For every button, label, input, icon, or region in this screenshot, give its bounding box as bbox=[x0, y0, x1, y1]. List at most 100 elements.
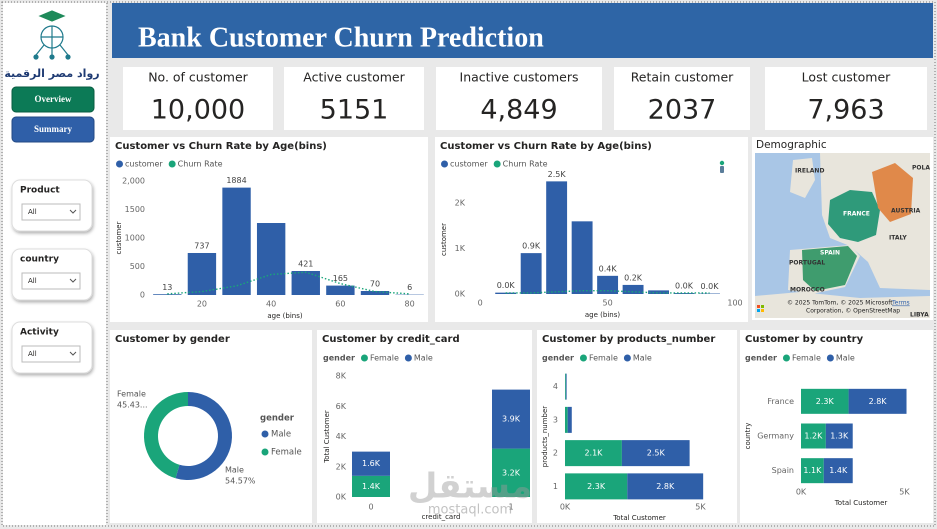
data-label: 2.1K bbox=[584, 449, 603, 458]
y-axis-label: customer bbox=[440, 223, 448, 256]
filter-dropdown[interactable] bbox=[21, 345, 81, 363]
y-tick-label: 2,000 bbox=[122, 177, 145, 186]
data-label: 1.4K bbox=[829, 466, 848, 475]
bar-segment bbox=[801, 423, 826, 449]
legend-swatch bbox=[116, 160, 123, 168]
summary-button-label[interactable]: Summary bbox=[34, 124, 72, 134]
y-axis-label: products_number bbox=[541, 406, 549, 468]
person-icon bbox=[720, 166, 724, 173]
map-panel: Demographic IRELAND POLA FRANCE AUSTRIA … bbox=[752, 137, 933, 320]
x-tick-label: 50 bbox=[603, 299, 613, 308]
y-tick-label: 3 bbox=[553, 415, 558, 424]
bar-segment bbox=[825, 423, 853, 449]
legend-title: gender bbox=[260, 414, 295, 424]
filter-value[interactable]: All bbox=[28, 277, 37, 285]
kpi-label: Active customer bbox=[303, 70, 405, 85]
slice-value: 54.57% bbox=[225, 477, 256, 486]
map-attribution: Corporation, © OpenStreetMap bbox=[806, 308, 900, 315]
legend-swatch bbox=[261, 430, 269, 438]
filters: Product All country All Activity All bbox=[11, 179, 93, 374]
data-label: 3.9K bbox=[502, 415, 521, 424]
x-axis-label: Total Customer bbox=[612, 514, 666, 522]
donut-slice bbox=[175, 392, 232, 480]
slice-label: Male bbox=[225, 466, 244, 475]
data-label: 1.6K bbox=[362, 459, 381, 468]
filter-label: Product bbox=[20, 186, 60, 196]
map-label: SPAIN bbox=[820, 250, 840, 257]
bar bbox=[673, 293, 695, 294]
legend-label: Male bbox=[271, 430, 291, 440]
y-tick-label: 8K bbox=[336, 372, 347, 381]
filter-dropdown[interactable] bbox=[21, 272, 81, 290]
watermark: mostaql.com bbox=[428, 503, 512, 518]
bar-segment bbox=[492, 448, 530, 497]
churn-line bbox=[167, 271, 410, 295]
summary-button[interactable] bbox=[11, 116, 95, 143]
bar bbox=[520, 253, 542, 294]
sidebar: رواد مصر الرقمية Overview Summary Produc… bbox=[3, 3, 106, 525]
data-label: 70 bbox=[370, 280, 380, 289]
overview-button-label[interactable]: Overview bbox=[35, 94, 72, 104]
map-terms[interactable]: Terms bbox=[891, 300, 910, 307]
ms-logo bbox=[757, 309, 760, 312]
data-label: 0.4K bbox=[599, 264, 618, 273]
dropdown-chevron bbox=[69, 209, 77, 214]
chart-title: Customer by credit_card bbox=[322, 334, 460, 345]
map-label: PORTUGAL bbox=[789, 260, 825, 267]
ms-logo bbox=[761, 309, 764, 312]
filter-value[interactable]: All bbox=[28, 208, 37, 216]
bar bbox=[222, 187, 251, 295]
data-label: 2.8K bbox=[869, 397, 888, 406]
kpi-value: 10,000 bbox=[151, 95, 245, 126]
watermark: مستقل bbox=[408, 467, 532, 507]
overview-button[interactable] bbox=[11, 86, 95, 113]
map-land bbox=[790, 158, 815, 198]
x-tick-label: 80 bbox=[405, 300, 415, 309]
bar bbox=[546, 181, 568, 294]
x-tick-label: 0K bbox=[796, 488, 807, 497]
map-region-germany bbox=[872, 163, 913, 222]
data-label: 0.9K bbox=[522, 242, 541, 251]
bar-segment bbox=[352, 451, 390, 476]
map-label: MOROCCO bbox=[790, 287, 825, 294]
ms-logo bbox=[761, 305, 764, 308]
x-tick-label: 20 bbox=[197, 300, 207, 309]
bar bbox=[571, 221, 593, 294]
bar-segment bbox=[801, 388, 849, 414]
kpi-label: Inactive customers bbox=[460, 70, 579, 85]
y-axis-label: Total Customer bbox=[323, 410, 331, 464]
legend-label: Churn Rate bbox=[503, 160, 548, 169]
data-label: 0.0K bbox=[701, 282, 720, 291]
legend-label: Male bbox=[836, 354, 855, 363]
donut-slice bbox=[143, 392, 188, 479]
y-tick-label: 500 bbox=[130, 262, 145, 271]
x-tick-label: 1 bbox=[508, 503, 513, 512]
bar bbox=[360, 291, 390, 295]
data-label: 1.1K bbox=[803, 466, 822, 475]
kpi-card bbox=[123, 67, 273, 130]
y-axis-label: country bbox=[744, 423, 752, 450]
y-tick-label: 4 bbox=[553, 382, 558, 391]
x-tick-label: 0 bbox=[478, 299, 483, 308]
bar bbox=[326, 285, 355, 295]
filter-value[interactable]: All bbox=[28, 350, 37, 358]
y-tick-label: 1K bbox=[455, 244, 466, 253]
data-label: 1.4K bbox=[362, 482, 381, 491]
logo-text: رواد مصر الرقمية bbox=[4, 67, 99, 80]
filter-dropdown[interactable] bbox=[21, 203, 81, 221]
chart-title: Customer vs Churn Rate by Age(bins) bbox=[440, 141, 652, 152]
bar-segment bbox=[627, 473, 704, 500]
x-axis-label: age (bins) bbox=[585, 311, 620, 319]
legend-swatch bbox=[826, 354, 834, 362]
data-label: 0.2K bbox=[624, 273, 643, 282]
filter-label: Activity bbox=[20, 328, 59, 338]
y-tick-label: 1500 bbox=[125, 205, 145, 214]
y-tick-label: 0K bbox=[336, 493, 347, 502]
y-tick-label: Spain bbox=[772, 466, 794, 475]
chart-title: Customer by gender bbox=[115, 334, 230, 345]
data-label: 165 bbox=[333, 274, 348, 283]
legend-label: customer bbox=[125, 160, 163, 169]
bar bbox=[256, 223, 286, 295]
x-tick-label: 5K bbox=[899, 488, 910, 497]
kpi-label: Retain customer bbox=[631, 70, 734, 85]
